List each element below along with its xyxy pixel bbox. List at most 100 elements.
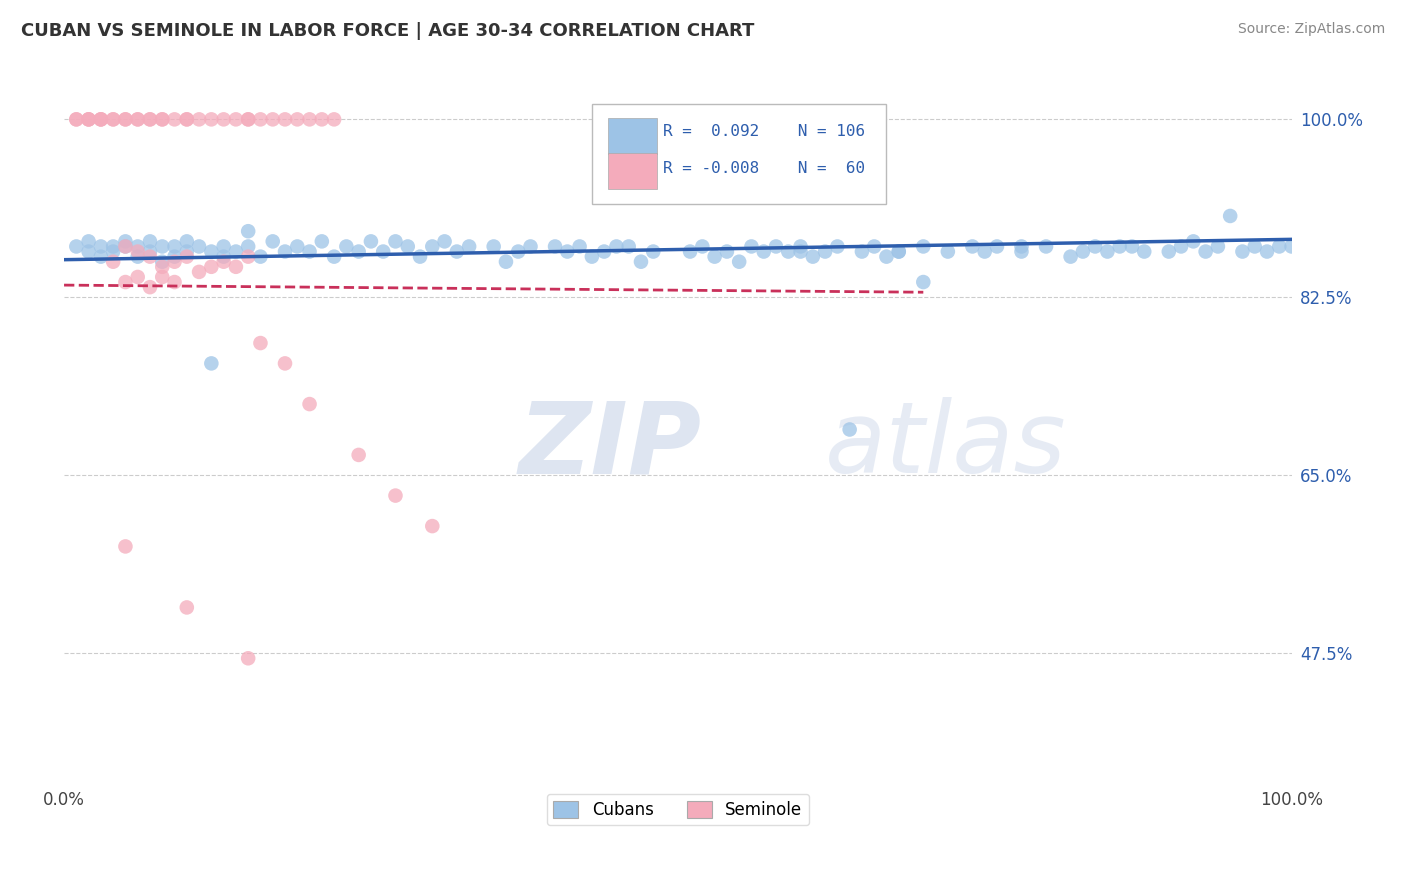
Point <box>360 235 382 249</box>
Point <box>101 244 124 259</box>
Point <box>139 280 162 294</box>
Point <box>827 239 849 253</box>
Point <box>225 244 247 259</box>
Point <box>617 239 640 253</box>
Point <box>163 254 186 268</box>
Point <box>1268 239 1291 253</box>
Point <box>188 265 211 279</box>
Point <box>101 239 124 253</box>
Point <box>101 112 124 127</box>
Point <box>986 239 1008 253</box>
Point <box>249 250 271 264</box>
Point <box>90 112 112 127</box>
Point <box>409 250 432 264</box>
Point <box>298 397 321 411</box>
Point <box>323 112 346 127</box>
Point <box>90 112 112 127</box>
Point <box>458 239 481 253</box>
Text: R = -0.008    N =  60: R = -0.008 N = 60 <box>664 161 865 176</box>
FancyBboxPatch shape <box>592 104 886 203</box>
Point <box>1232 244 1254 259</box>
Point <box>1097 244 1119 259</box>
Point <box>65 112 87 127</box>
Point <box>1194 244 1216 259</box>
Point <box>163 112 186 127</box>
Point <box>285 112 308 127</box>
Point <box>65 112 87 127</box>
Point <box>262 235 284 249</box>
Point <box>90 112 112 127</box>
Point <box>581 250 603 264</box>
Point <box>863 239 886 253</box>
Point <box>200 260 222 274</box>
Point <box>679 244 702 259</box>
Point <box>433 235 456 249</box>
Point <box>298 244 321 259</box>
Point <box>139 112 162 127</box>
Point <box>127 270 149 285</box>
Point <box>188 112 211 127</box>
Point <box>114 275 136 289</box>
Point <box>1182 235 1205 249</box>
Point <box>188 239 211 253</box>
Point <box>1157 244 1180 259</box>
Point <box>176 600 198 615</box>
Text: atlas: atlas <box>825 397 1067 494</box>
Point <box>212 254 235 268</box>
Point <box>1071 244 1094 259</box>
Point <box>373 244 395 259</box>
Point <box>249 112 271 127</box>
Point <box>114 235 136 249</box>
Point <box>238 239 260 253</box>
Point <box>973 244 995 259</box>
Point <box>225 112 247 127</box>
Point <box>1084 239 1107 253</box>
Text: ZIP: ZIP <box>519 397 702 494</box>
Point <box>90 239 112 253</box>
Point <box>200 112 222 127</box>
Point <box>887 244 910 259</box>
Point <box>347 448 370 462</box>
Point <box>728 254 751 268</box>
Point <box>150 112 173 127</box>
Point <box>568 239 591 253</box>
Point <box>1219 209 1241 223</box>
Point <box>176 112 198 127</box>
Point <box>212 239 235 253</box>
FancyBboxPatch shape <box>607 153 657 189</box>
Text: Source: ZipAtlas.com: Source: ZipAtlas.com <box>1237 22 1385 37</box>
Point <box>1170 239 1192 253</box>
Point <box>249 336 271 351</box>
Point <box>508 244 530 259</box>
Point <box>114 540 136 554</box>
Point <box>666 153 689 167</box>
Point <box>557 244 579 259</box>
Point <box>114 239 136 253</box>
Point <box>114 239 136 253</box>
Point <box>176 244 198 259</box>
Point <box>851 244 873 259</box>
Point <box>238 250 260 264</box>
Point <box>1011 244 1033 259</box>
Point <box>740 239 762 253</box>
Point <box>692 239 714 253</box>
Point <box>778 244 800 259</box>
Point <box>274 244 297 259</box>
Point <box>446 244 468 259</box>
Point <box>838 422 860 436</box>
Point <box>139 250 162 264</box>
Point <box>150 260 173 274</box>
Point <box>238 112 260 127</box>
Point <box>65 239 87 253</box>
Point <box>77 112 100 127</box>
Point <box>875 250 897 264</box>
Point <box>200 356 222 370</box>
Point <box>593 244 616 259</box>
Point <box>1133 244 1156 259</box>
Point <box>347 244 370 259</box>
Point <box>912 275 935 289</box>
Point <box>1206 239 1229 253</box>
Point <box>127 112 149 127</box>
Point <box>912 239 935 253</box>
Point <box>1256 244 1278 259</box>
